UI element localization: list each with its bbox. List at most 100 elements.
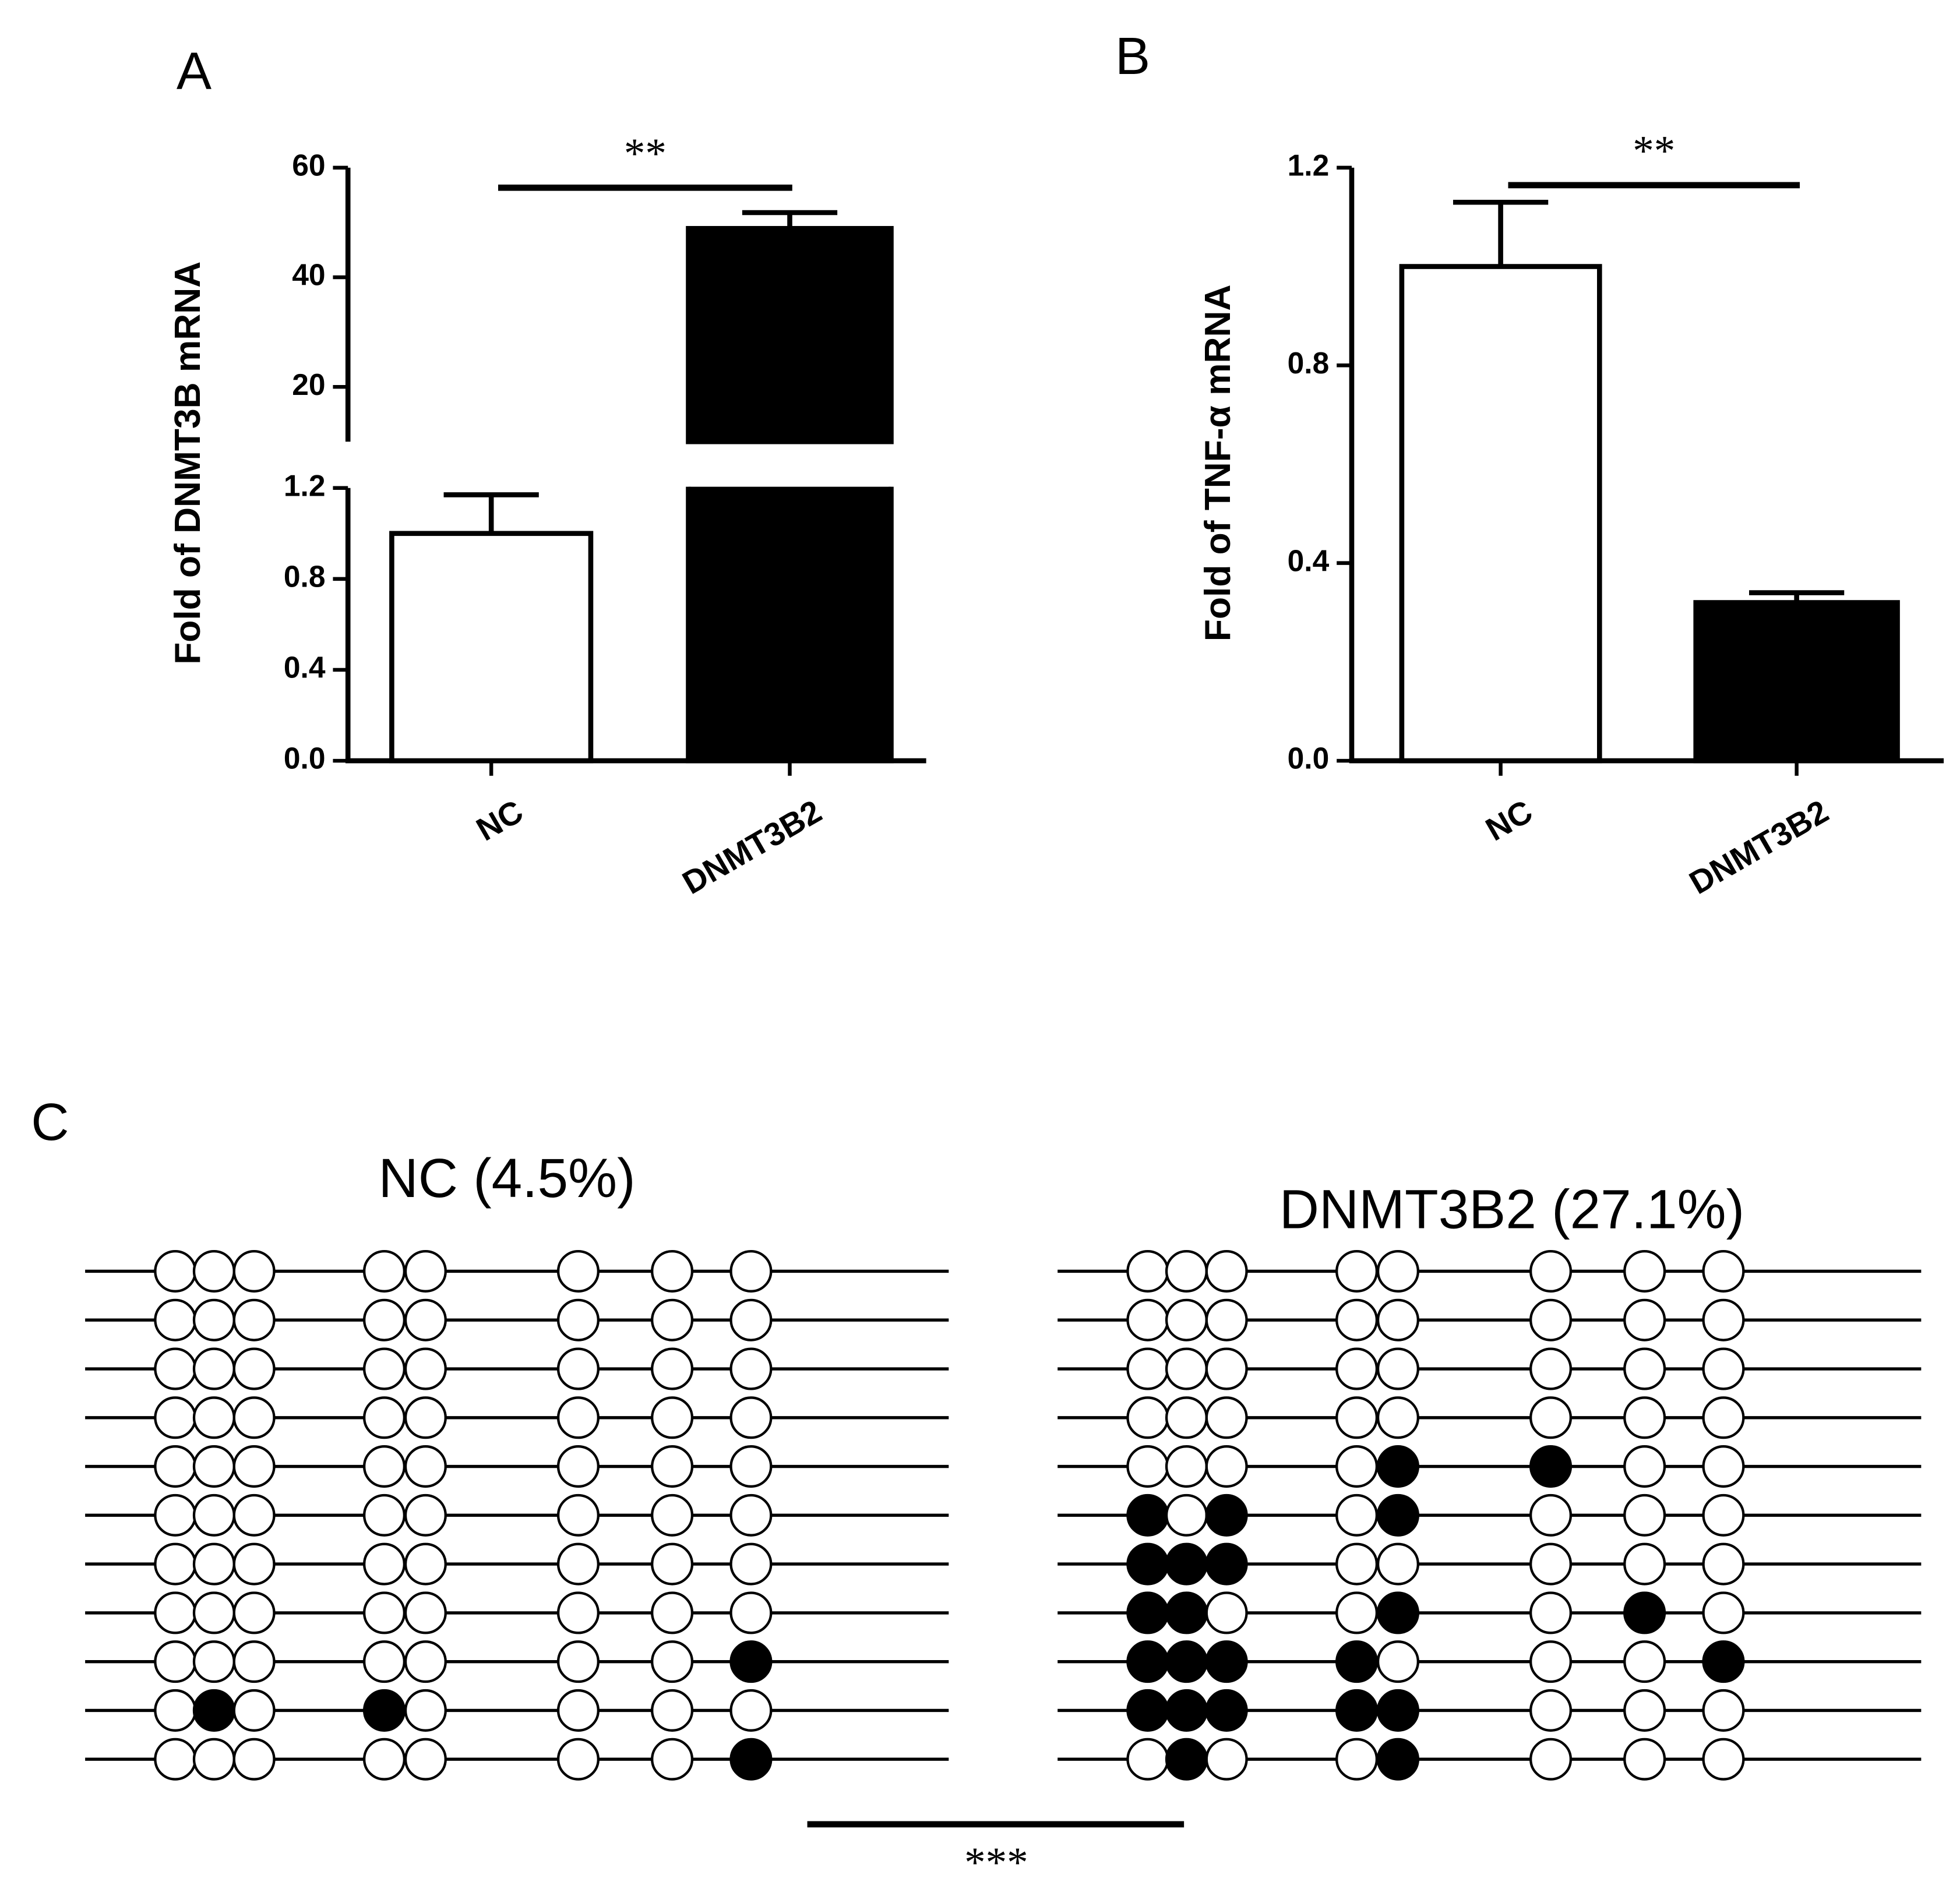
cpg-site — [1165, 1396, 1208, 1439]
cpg-site — [1205, 1347, 1248, 1390]
y-tick-label: 1.2 — [1288, 148, 1330, 182]
cpg-site — [404, 1542, 447, 1586]
cpg-site — [729, 1347, 773, 1390]
cpg-site — [1165, 1249, 1208, 1293]
cpg-site — [1529, 1445, 1573, 1488]
cpg-site — [1376, 1738, 1419, 1781]
cpg-site — [154, 1640, 197, 1683]
cpg-site — [1165, 1689, 1208, 1732]
cpg-site — [1702, 1542, 1745, 1586]
cpg-site — [1335, 1640, 1379, 1683]
y-tick-label: 0.8 — [284, 559, 326, 593]
cpg-site — [154, 1689, 197, 1732]
cpg-site — [154, 1542, 197, 1586]
group-title: NC (4.5%) — [378, 1148, 635, 1209]
cpg-site — [1623, 1298, 1666, 1341]
cpg-site — [154, 1347, 197, 1390]
cpg-site — [1623, 1249, 1666, 1293]
cpg-site — [1205, 1494, 1248, 1537]
cpg-site — [1126, 1542, 1169, 1586]
cpg-site — [651, 1347, 694, 1390]
cpg-site — [192, 1689, 235, 1732]
cpg-site — [362, 1494, 406, 1537]
cpg-site — [1335, 1542, 1379, 1586]
cpg-site — [1335, 1347, 1379, 1390]
cpg-site — [362, 1347, 406, 1390]
cpg-site — [1335, 1445, 1379, 1488]
cpg-site — [232, 1542, 276, 1586]
cpg-site — [154, 1298, 197, 1341]
cpg-site — [556, 1494, 600, 1537]
cpg-site — [362, 1249, 406, 1293]
cpg-site — [1205, 1298, 1248, 1341]
cpg-site — [1335, 1591, 1379, 1634]
cpg-site — [1376, 1640, 1419, 1683]
cpg-site — [1165, 1445, 1208, 1488]
y-tick-label: 0.0 — [1288, 742, 1330, 775]
cpg-site — [729, 1445, 773, 1488]
cpg-site — [404, 1298, 447, 1341]
cpg-site — [729, 1640, 773, 1683]
cpg-site — [1529, 1494, 1573, 1537]
cpg-site — [1165, 1738, 1208, 1781]
cpg-site — [556, 1298, 600, 1341]
cpg-site — [729, 1591, 773, 1634]
cpg-site — [232, 1591, 276, 1634]
cpg-site — [1126, 1689, 1169, 1732]
cpg-site — [556, 1396, 600, 1439]
cpg-site — [362, 1738, 406, 1781]
cpg-site — [651, 1445, 694, 1488]
cpg-site — [651, 1640, 694, 1683]
cpg-site — [362, 1298, 406, 1341]
cpg-site — [1623, 1591, 1666, 1634]
cpg-site — [651, 1738, 694, 1781]
cpg-site — [192, 1445, 235, 1488]
cpg-site — [556, 1640, 600, 1683]
cpg-site — [1529, 1689, 1573, 1732]
cpg-site — [1126, 1738, 1169, 1781]
cpg-site — [232, 1298, 276, 1341]
cpg-site — [404, 1347, 447, 1390]
cpg-site — [232, 1445, 276, 1488]
cpg-site — [1702, 1249, 1745, 1293]
cpg-site — [1623, 1445, 1666, 1488]
cpg-site — [1165, 1298, 1208, 1341]
cpg-site — [556, 1591, 600, 1634]
cpg-site — [362, 1591, 406, 1634]
x-tick-label: NC — [1479, 793, 1538, 848]
cpg-site — [651, 1249, 694, 1293]
y-tick-label: 0.0 — [284, 742, 326, 775]
cpg-site — [404, 1738, 447, 1781]
cpg-site — [1126, 1298, 1169, 1341]
cpg-site — [729, 1298, 773, 1341]
cpg-site — [1623, 1494, 1666, 1537]
cpg-site — [1529, 1738, 1573, 1781]
cpg-site — [232, 1249, 276, 1293]
significance: ** — [624, 129, 667, 176]
cpg-site — [1702, 1298, 1745, 1341]
cpg-site — [404, 1494, 447, 1537]
cpg-site — [404, 1640, 447, 1683]
cpg-site — [192, 1738, 235, 1781]
cpg-site — [556, 1249, 600, 1293]
cpg-site — [1623, 1738, 1666, 1781]
cpg-site — [232, 1347, 276, 1390]
significance: *** — [964, 1839, 1028, 1886]
cpg-site — [1376, 1689, 1419, 1732]
cpg-site — [1335, 1249, 1379, 1293]
cpg-site — [1126, 1445, 1169, 1488]
x-tick-label: DNMT3B2 — [676, 793, 828, 901]
cpg-site — [1376, 1298, 1419, 1341]
cpg-site — [1165, 1494, 1208, 1537]
cpg-site — [1529, 1347, 1573, 1390]
y-tick-label: 0.4 — [1288, 543, 1330, 577]
cpg-site — [192, 1591, 235, 1634]
panel-label: C — [31, 1093, 69, 1152]
cpg-site — [1702, 1445, 1745, 1488]
cpg-site — [1165, 1640, 1208, 1683]
cpg-site — [192, 1542, 235, 1586]
cpg-site — [1165, 1542, 1208, 1586]
cpg-site — [556, 1738, 600, 1781]
cpg-site — [1335, 1738, 1379, 1781]
cpg-site — [651, 1298, 694, 1341]
